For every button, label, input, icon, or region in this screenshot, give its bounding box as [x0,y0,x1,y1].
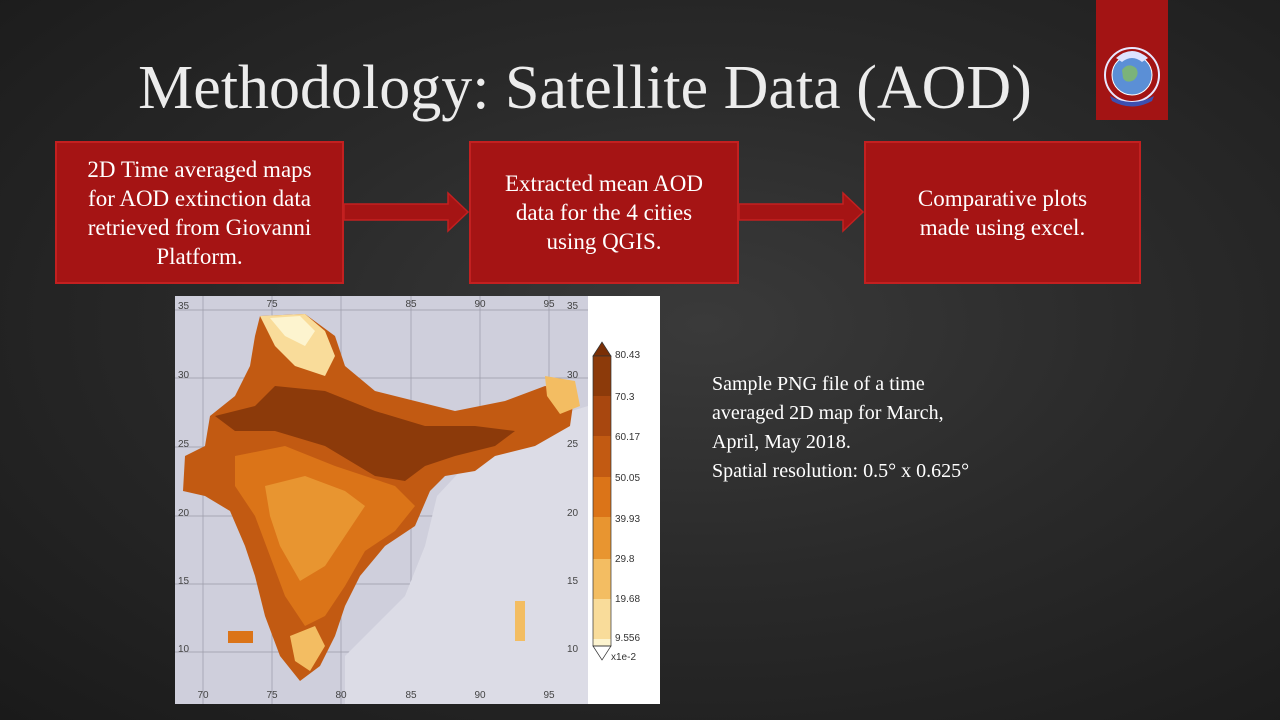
aod-map: 75 85 90 95 70 75 80 85 90 95 35 30 25 2… [175,296,660,704]
colorbar-segment [593,517,611,559]
flow-step-comparative-plots: Comparative plots made using excel. [864,141,1141,284]
flow-step-text: Comparative plots [917,185,1088,211]
slide-title: Methodology: Satellite Data (AOD) [138,54,1032,122]
colorbar-segment [593,639,611,646]
map-aod-north-low [260,314,335,376]
lat-tick-label: 30 [178,370,190,381]
map-aod-lower [265,476,365,581]
lat-tick-label: 10 [567,644,579,655]
colorbar-label: 80.43 [615,350,640,361]
colorbar-units: x1e-2 [611,652,636,663]
flow-step-text: using QGIS. [546,229,662,254]
flow-step-text: retrieved from Giovanni [87,214,312,240]
flow-step-text: Extracted mean AOD [505,171,703,196]
flow-step-text: made using excel. [919,214,1086,240]
flow-arrow-1 [344,191,470,233]
lat-tick-label: 35 [567,301,579,312]
lon-tick-label: 75 [266,299,278,310]
lon-tick-label: 90 [474,299,486,310]
colorbar-label: 29.8 [615,554,635,565]
map-aod-high [215,386,515,481]
colorbar-segment [593,396,611,436]
map-neighbour-land [345,406,588,704]
lon-tick-label: 80 [335,690,347,701]
flow-arrow-2 [739,191,865,233]
lat-tick-label: 25 [178,439,190,450]
colorbar-label: 9.556 [615,633,640,644]
colorbar-segment [593,599,611,639]
colorbar-max-arrow [592,341,612,357]
map-aod-south [290,626,325,671]
lon-tick-label: 75 [266,690,278,701]
lat-tick-label: 15 [178,576,190,587]
earth-globe-emblem-icon [1104,47,1160,107]
caption-line: Spatial resolution: 0.5° x 0.625° [712,460,970,482]
colorbar: 80.43 70.3 60.17 50.05 39.93 29.8 19.68 … [592,341,640,663]
lon-tick-label: 95 [543,690,555,701]
map-islands-west [228,631,253,643]
flow-step-extract-aod: Extracted mean AOD data for the 4 cities… [469,141,739,284]
lat-tick-label: 20 [567,508,579,519]
colorbar-label: 70.3 [615,392,635,403]
lat-tick-label: 30 [567,370,579,381]
colorbar-label: 60.17 [615,432,640,443]
map-islands [515,601,525,641]
colorbar-label: 39.93 [615,514,640,525]
logo [1096,0,1168,120]
lat-tick-label: 25 [567,439,579,450]
colorbar-label: 50.05 [615,473,640,484]
colorbar-label: 19.68 [615,594,640,605]
caption-line: April, May 2018. [712,431,851,453]
lon-tick-label: 85 [405,299,417,310]
lat-tick-label: 15 [567,576,579,587]
flow-step-text: data for the 4 cities [515,200,693,225]
colorbar-segment [593,436,611,477]
flow-step-retrieve-maps: 2D Time averaged maps for AOD extinction… [55,141,344,284]
lat-tick-label: 20 [178,508,190,519]
flow-step-text: Platform. [156,243,243,269]
colorbar-segment [593,559,611,599]
colorbar-segment [593,356,611,396]
lon-tick-label: 85 [405,690,417,701]
colorbar-min-arrow [592,645,612,661]
flow-step-text: 2D Time averaged maps [87,156,312,182]
caption-line: averaged 2D map for March, [712,402,944,424]
lat-tick-label: 10 [178,644,190,655]
aod-map-image: 75 85 90 95 70 75 80 85 90 95 35 30 25 2… [175,296,640,704]
flow-step-text: for AOD extinction data [88,185,311,211]
map-caption: Sample PNG file of a time averaged 2D ma… [712,370,1092,486]
map-aod-north-min [270,316,315,346]
lat-tick-label: 35 [178,301,190,312]
map-aod-northeast [545,376,580,414]
lon-tick-label: 90 [474,690,486,701]
colorbar-segment [593,477,611,517]
caption-line: Sample PNG file of a time [712,373,925,395]
lon-tick-label: 95 [543,299,555,310]
lon-tick-label: 70 [197,690,209,701]
